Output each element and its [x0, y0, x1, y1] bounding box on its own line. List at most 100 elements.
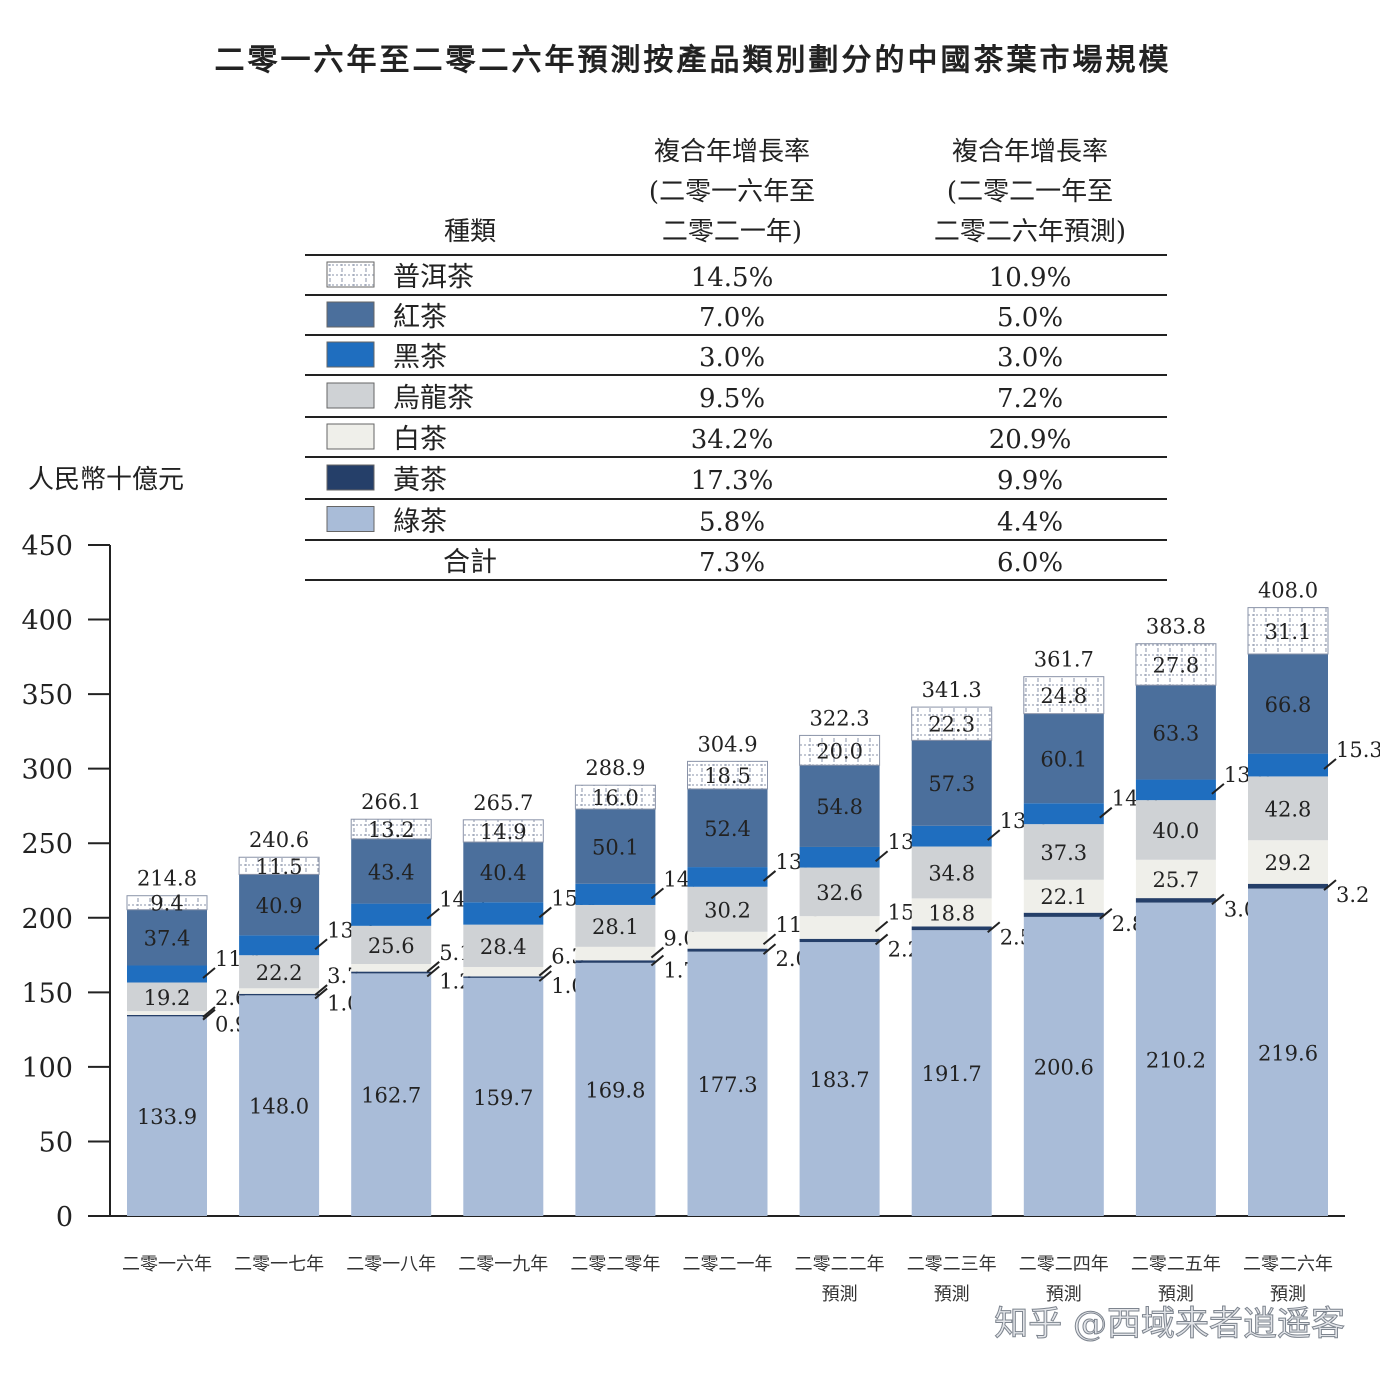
data-label: 18.8: [928, 901, 975, 925]
x-tick-label: 二零二六年: [1243, 1254, 1333, 1275]
table-row: 黑茶 3.0% 3.0%: [326, 341, 1063, 373]
label-leader: [650, 946, 665, 959]
data-label: 210.2: [1146, 1048, 1206, 1072]
table-header-cagr: (二零一六年至: [649, 177, 815, 207]
data-label: 169.8: [585, 1078, 645, 1102]
label-leader: [538, 970, 552, 982]
cagr-value: 4.4%: [997, 508, 1063, 538]
table-row: 紅茶 7.0% 5.0%: [326, 301, 1063, 333]
bar-segment: [687, 948, 768, 952]
x-tick-label: 預測: [934, 1284, 970, 1305]
chart-title: 二零一六年至二零二六年預測按產品類別劃分的中國茶葉市場規模: [215, 43, 1172, 78]
bar-segment: [799, 938, 880, 943]
bar-segment: [575, 883, 656, 905]
cagr-value: 5.0%: [997, 303, 1063, 333]
y-tick-label: 50: [39, 1127, 73, 1158]
bar-segment: [463, 977, 544, 1216]
bar-segment: [462, 819, 544, 843]
x-tick-label: 二零二零年: [570, 1254, 660, 1275]
bar-segment: [239, 935, 320, 956]
bar-segment: [799, 846, 880, 868]
bar-segment: [1023, 713, 1104, 804]
y-tick-label: 400: [21, 606, 73, 637]
bar-segment: [911, 825, 992, 847]
bar-segment: [1023, 912, 1104, 917]
bar-segment: [239, 995, 320, 1216]
legend-swatch: [326, 261, 375, 288]
cagr-value: 34.2%: [691, 425, 774, 455]
data-label: 22.2: [256, 961, 303, 985]
label-leader: [1323, 758, 1337, 770]
data-label: 9.4: [150, 892, 183, 916]
bar-segment: [127, 1016, 207, 1216]
x-tick-label: 二零一九年: [458, 1254, 548, 1275]
bar-segment: [799, 867, 880, 917]
x-tick-label: 預測: [1158, 1284, 1194, 1305]
legend-swatch: [326, 301, 375, 328]
label-leader: [1211, 893, 1225, 906]
data-label: 15.3: [1336, 738, 1380, 762]
cagr-value: 10.9%: [989, 263, 1072, 293]
x-tick-label: 二零二五年: [1131, 1254, 1221, 1275]
bar-segment: [1248, 654, 1328, 754]
bar-segment: [127, 982, 207, 1012]
bar-segment: [1248, 753, 1328, 777]
data-label: 63.3: [1153, 721, 1200, 745]
data-label: 60.1: [1040, 747, 1087, 771]
cagr-value: 7.2%: [997, 384, 1063, 414]
total-label: 408.0: [1258, 579, 1318, 603]
y-tick-label: 350: [21, 680, 73, 711]
table-row: 白茶 34.2% 20.9%: [326, 423, 1071, 455]
data-label: 52.4: [704, 817, 751, 841]
x-tick-label: 二零一六年: [122, 1254, 212, 1275]
y-tick-label: 150: [21, 978, 73, 1009]
data-label: 40.4: [480, 861, 527, 885]
data-label: 191.7: [922, 1062, 982, 1086]
x-tick-label: 預測: [822, 1284, 858, 1305]
bar-segment: [1248, 840, 1328, 884]
label-leader: [874, 850, 889, 863]
data-label: 32.6: [816, 881, 863, 905]
bar-segment: [687, 867, 768, 887]
label-leader: [538, 964, 552, 977]
data-label: 22.3: [928, 713, 975, 737]
y-tick-label: 0: [56, 1202, 73, 1233]
total-label: 214.8: [137, 867, 197, 891]
label-leader: [762, 933, 777, 945]
legend-label: 白茶: [393, 424, 447, 455]
data-label: 183.7: [810, 1068, 870, 1092]
legend-label: 烏龍茶: [393, 383, 474, 414]
data-label: 54.8: [816, 795, 863, 819]
data-label: 30.2: [704, 898, 751, 922]
label-leader: [314, 938, 328, 951]
x-tick-label: 二零一八年: [346, 1254, 436, 1275]
legend-swatch: [326, 341, 375, 368]
bar-segment: [575, 962, 656, 1216]
bar-segment: [463, 902, 544, 925]
data-label: 11.5: [256, 855, 303, 879]
bar-segment: [911, 898, 992, 927]
bar-segment: [687, 931, 768, 949]
x-tick-label: 二零二四年: [1019, 1254, 1109, 1275]
bar-segment: [687, 886, 768, 932]
table-header-cagr: 二零二一年): [662, 217, 802, 247]
bar-segment: [127, 1011, 207, 1015]
data-label: 29.2: [1265, 851, 1312, 875]
data-label: 40.0: [1153, 819, 1200, 843]
bar-segment: [351, 964, 432, 972]
x-tick-label: 預測: [1270, 1284, 1306, 1305]
table-row: 綠茶 5.8% 4.4%: [326, 506, 1063, 538]
bar-segment: [911, 740, 992, 826]
cagr-value: 17.3%: [691, 466, 774, 496]
bar-segment: [239, 988, 320, 994]
bar-segment: [1135, 800, 1216, 860]
bar-segment: [687, 788, 768, 868]
label-leader: [987, 829, 1001, 841]
y-axis-label: 人民幣十億元: [28, 465, 184, 495]
bar-segment: [351, 903, 432, 926]
total-label: 341.3: [922, 678, 982, 702]
